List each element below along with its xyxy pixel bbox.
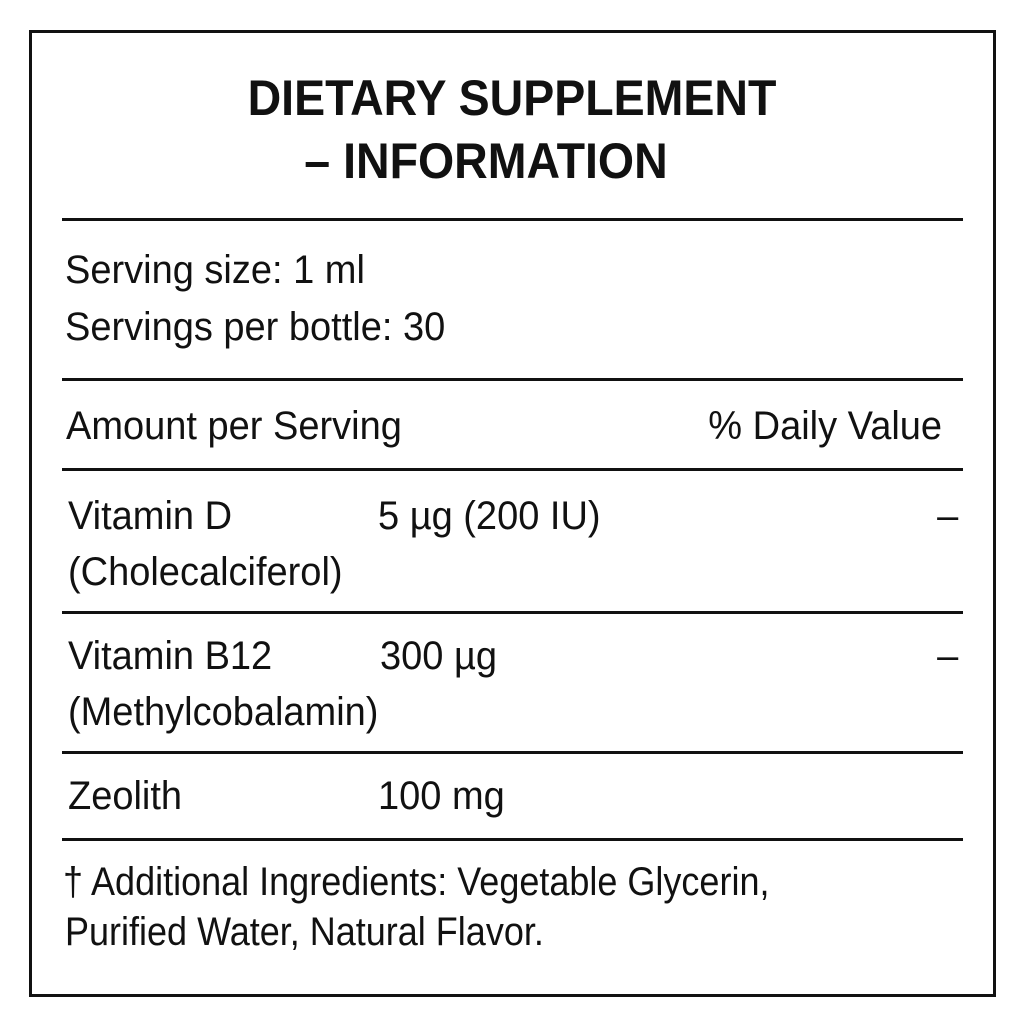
divider: [62, 611, 963, 614]
nutrient-name: Zeolith: [68, 774, 183, 818]
title-line-2: – INFORMATION: [304, 133, 668, 189]
divider: [62, 468, 963, 471]
divider: [62, 751, 963, 754]
nutrient-name: Vitamin B12: [68, 634, 273, 678]
footnote-line-1: † Additional Ingredients: Vegetable Glyc…: [63, 860, 770, 904]
label-border: [29, 30, 996, 997]
nutrient-amount: 300 µg: [380, 634, 497, 678]
nutrient-name: Vitamin D: [68, 494, 233, 538]
nutrient-subname: (Cholecalciferol): [68, 550, 343, 594]
nutrient-subname: (Methylcobalamin): [68, 690, 379, 734]
nutrient-dv: –: [936, 634, 958, 678]
divider: [62, 838, 963, 841]
title-line-1: DIETARY SUPPLEMENT: [247, 70, 777, 126]
nutrient-dv: –: [936, 494, 958, 538]
serving-size: Serving size: 1 ml: [65, 248, 365, 292]
daily-value-header: % Daily Value: [708, 404, 942, 448]
nutrient-amount: 100 mg: [378, 774, 505, 818]
divider: [62, 378, 963, 381]
amount-header: Amount per Serving: [66, 404, 402, 448]
divider: [62, 218, 963, 221]
nutrient-amount: 5 µg (200 IU): [378, 494, 601, 538]
footnote-line-2: Purified Water, Natural Flavor.: [65, 910, 544, 954]
servings-per-bottle: Servings per bottle: 30: [65, 305, 446, 349]
